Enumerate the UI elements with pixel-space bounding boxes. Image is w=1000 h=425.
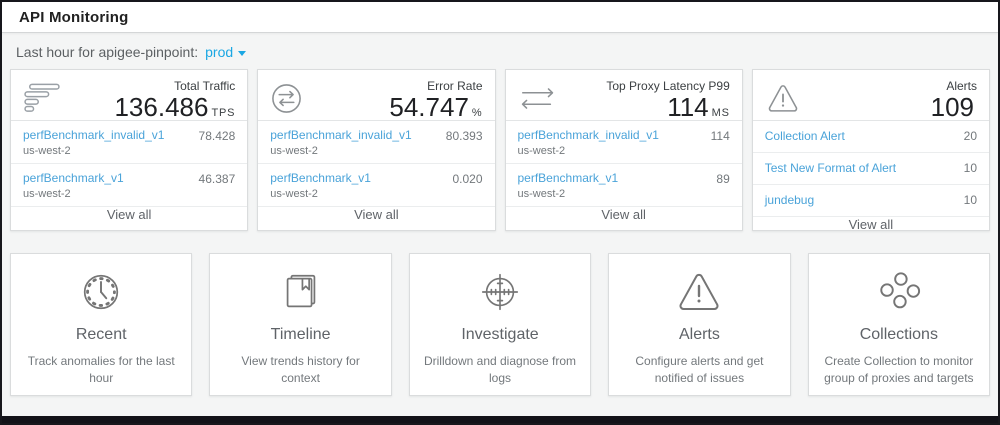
region-label: us-west-2 [270, 188, 318, 200]
alert-link[interactable]: Test New Format of Alert [764, 161, 897, 175]
crosshair-icon [477, 269, 523, 315]
nav-card-recent[interactable]: Recent Track anomalies for the last hour [10, 253, 193, 396]
app-header: API Monitoring [2, 2, 998, 33]
stat-card-header: Alerts 109 [752, 70, 989, 122]
row-value: 10 [963, 193, 977, 207]
table-row: perfBenchmark_v1 us-west-2 46.387 [11, 164, 248, 207]
book-icon [278, 269, 324, 315]
page-title: API Monitoring [19, 8, 129, 26]
region-label: us-west-2 [270, 145, 318, 157]
view-all-link[interactable]: View all [354, 207, 399, 222]
region-label: us-west-2 [23, 145, 71, 157]
row-value: 46.387 [198, 172, 236, 186]
row-value: 0.020 [452, 172, 483, 186]
region-label: us-west-2 [517, 188, 566, 200]
stat-title: Alerts [946, 79, 977, 93]
stat-title: Top Proxy Latency P99 [606, 79, 730, 93]
table-row: perfBenchmark_v1 us-west-2 89 [505, 164, 742, 207]
region-label: us-west-2 [517, 145, 566, 157]
table-row: perfBenchmark_invalid_v1 us-west-2 114 [505, 121, 742, 164]
proxy-link[interactable]: perfBenchmark_invalid_v1 [23, 128, 165, 142]
row-value: 89 [716, 172, 730, 186]
nav-card-description: Create Collection to monitor group of pr… [824, 354, 974, 386]
proxy-link[interactable]: perfBenchmark_v1 [23, 171, 124, 185]
stat-card-summary: Error Rate 54.747% [389, 79, 482, 122]
stat-unit: MS [711, 107, 730, 119]
scope-subheader: Last hour for apigee-pinpoint: prod [2, 33, 998, 69]
region-label: us-west-2 [23, 188, 71, 200]
nav-card-alerts[interactable]: Alerts Configure alerts and get notified… [608, 253, 791, 396]
stat-card-header: Total Traffic 136.486 TPS [11, 70, 248, 122]
stat-card-total-traffic: Total Traffic 136.486 TPS perfBenchmark_i… [10, 69, 249, 231]
row-value: 114 [710, 129, 730, 143]
table-row: perfBenchmark_invalid_v1 us-west-2 78.42… [11, 121, 248, 164]
stat-value: 114 [667, 92, 709, 122]
nav-card-title: Recent [75, 326, 127, 343]
clock-icon [78, 269, 124, 315]
circles-cluster-icon [876, 269, 922, 315]
nav-card-description: Track anomalies for the last hour [27, 354, 175, 386]
row-value: 78.428 [198, 129, 236, 143]
traffic-bars-icon [23, 82, 61, 114]
chevron-down-icon [238, 50, 247, 56]
scope-label: Last hour for apigee-pinpoint: [16, 44, 199, 60]
table-row: perfBenchmark_invalid_v1 us-west-2 80.39… [258, 121, 495, 164]
nav-card-investigate[interactable]: Investigate Drilldown and diagnose from … [408, 253, 592, 396]
warning-triangle-icon [675, 269, 723, 315]
row-value: 20 [963, 129, 977, 143]
environment-dropdown[interactable]: prod [205, 44, 247, 60]
stat-card-summary: Alerts 109 [931, 79, 977, 122]
stat-card-summary: Top Proxy Latency P99 114 MS [606, 79, 729, 122]
view-all-link[interactable]: View all [601, 207, 646, 222]
stat-card-error-rate: Error Rate 54.747% perfBenchmark_invalid… [257, 69, 496, 231]
nav-card-title: Alerts [678, 326, 720, 343]
row-value: 80.393 [445, 129, 483, 143]
table-row: Collection Alert 20 [752, 121, 989, 153]
stat-card-summary: Total Traffic 136.486 TPS [114, 79, 235, 122]
nav-card-collections[interactable]: Collections Create Collection to monitor… [807, 253, 991, 396]
nav-card-description: View trends history for context [241, 354, 360, 386]
stat-card-header: Top Proxy Latency P99 114 MS [505, 70, 742, 122]
stat-value-line: 109 [931, 93, 977, 122]
stat-value-line: 54.747% [389, 93, 482, 122]
stat-value-line: 136.486 TPS [114, 93, 235, 122]
window-bottom-edge [2, 416, 998, 423]
proxy-link[interactable]: perfBenchmark_v1 [517, 171, 619, 185]
table-row: jundebug 10 [752, 185, 989, 217]
stat-value: 136.486 [114, 92, 209, 122]
table-row: perfBenchmark_v1 us-west-2 0.020 [258, 164, 495, 207]
row-value: 10 [963, 161, 977, 175]
stat-unit: % [471, 107, 483, 119]
stat-card-alerts: Alerts 109 Collection Alert 20 Test New … [751, 69, 990, 232]
nav-cards-row: Recent Track anomalies for the last hour… [2, 253, 998, 396]
nav-card-description: Drilldown and diagnose from logs [423, 354, 577, 386]
proxy-link[interactable]: perfBenchmark_invalid_v1 [270, 128, 412, 142]
nav-card-title: Timeline [270, 326, 331, 343]
alert-link[interactable]: Collection Alert [764, 129, 845, 143]
view-all-link[interactable]: View all [106, 207, 152, 222]
stat-unit: TPS [211, 107, 236, 119]
stat-card-header: Error Rate 54.747% [258, 70, 495, 122]
table-row: Test New Format of Alert 10 [752, 153, 989, 185]
warning-triangle-icon [765, 82, 801, 115]
stat-title: Total Traffic [174, 79, 236, 93]
latency-arrows-icon [518, 82, 558, 115]
proxy-link[interactable]: perfBenchmark_v1 [270, 171, 371, 185]
stat-value: 54.747 [389, 92, 469, 122]
error-rate-icon [270, 82, 303, 115]
stat-value: 109 [930, 92, 974, 122]
stat-title: Error Rate [427, 79, 483, 93]
nav-card-timeline[interactable]: Timeline View trends history for context [209, 253, 392, 396]
nav-card-description: Configure alerts and get notified of iss… [635, 354, 764, 386]
nav-card-title: Investigate [461, 326, 539, 343]
proxy-link[interactable]: perfBenchmark_invalid_v1 [517, 128, 659, 142]
alert-link[interactable]: jundebug [764, 193, 815, 207]
environment-value: prod [205, 44, 234, 60]
stat-card-latency: Top Proxy Latency P99 114 MS perfBenchmar… [504, 69, 743, 231]
view-all-link[interactable]: View all [848, 217, 894, 232]
stats-row: Total Traffic 136.486 TPS perfBenchmark_i… [2, 69, 998, 232]
nav-card-title: Collections [859, 326, 938, 343]
stat-value-line: 114 MS [606, 93, 729, 122]
